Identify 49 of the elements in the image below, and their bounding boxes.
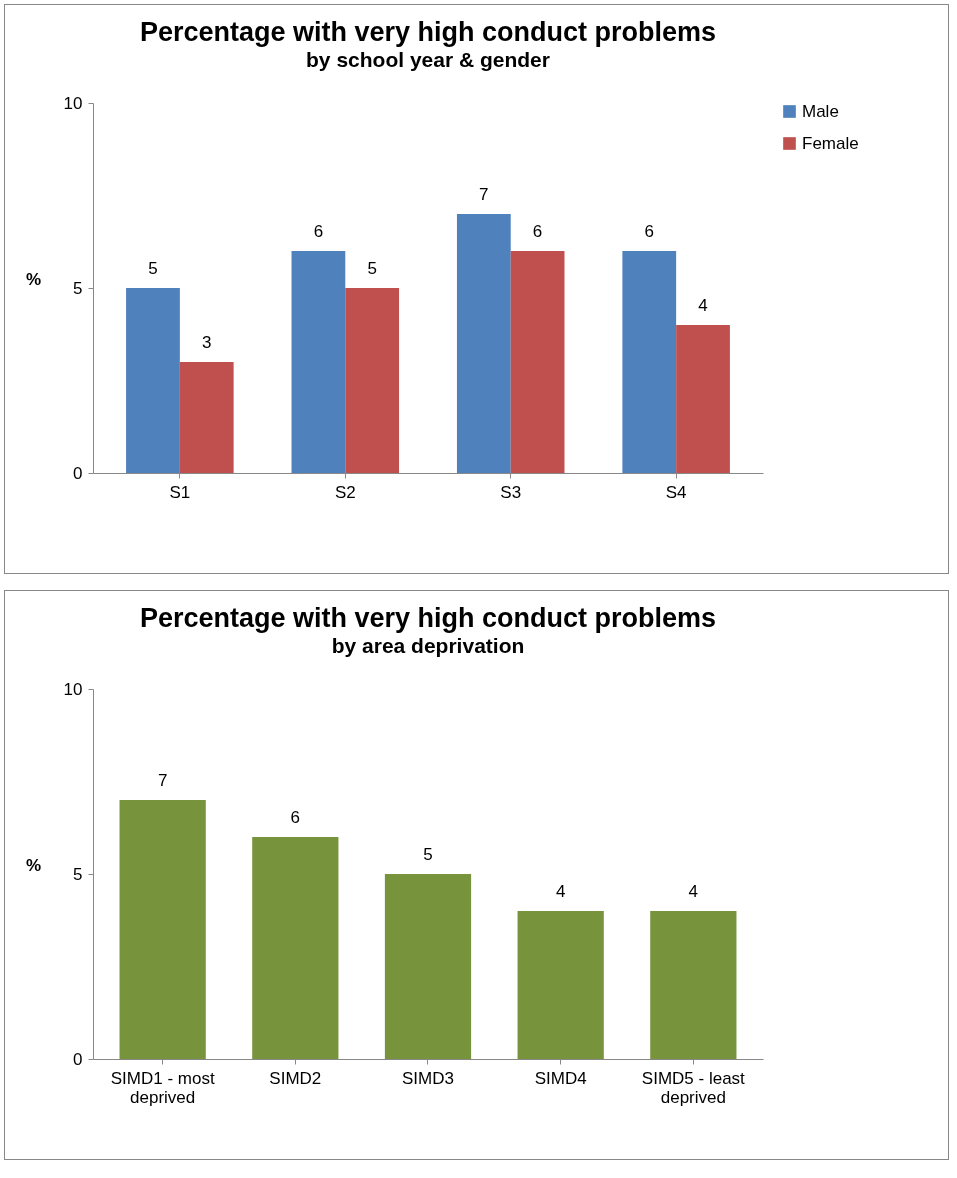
chart-title: Percentage with very high conduct problems [139, 603, 717, 633]
y-tick-label: 10 [63, 93, 83, 113]
y-axis-title: % [26, 269, 42, 289]
chart-subtitle: by area deprivation [331, 634, 525, 657]
legend-label: Female [802, 133, 859, 153]
bar [517, 911, 604, 1059]
bar [126, 288, 180, 473]
data-label: 4 [698, 296, 708, 315]
data-label: 6 [532, 222, 543, 241]
bar [119, 800, 206, 1059]
legend-label: Male [802, 101, 839, 121]
data-label: 5 [367, 259, 377, 278]
data-label: 7 [157, 771, 168, 790]
y-axis-title: % [26, 855, 42, 875]
data-label: 5 [148, 259, 158, 278]
y-tick-label: 5 [73, 864, 83, 884]
y-tick-label: 0 [73, 1049, 83, 1069]
x-tick-label: SIMD4 [534, 1068, 587, 1088]
data-label: 6 [290, 808, 301, 827]
bar [622, 251, 677, 473]
x-tick-label: SIMD2 [269, 1068, 322, 1088]
bar [384, 874, 472, 1059]
bar [291, 251, 346, 473]
x-tick-label: S2 [334, 482, 356, 502]
bar [252, 837, 339, 1059]
chart-subtitle: by school year & gender [306, 48, 550, 71]
data-label: 7 [479, 185, 489, 204]
bar [510, 251, 565, 473]
data-label: 4 [555, 882, 566, 901]
data-label: 6 [644, 222, 654, 241]
bar [345, 288, 400, 473]
bar [456, 214, 511, 473]
x-tick-label: S1 [169, 482, 191, 502]
data-label: 3 [202, 333, 212, 352]
data-label: 6 [313, 222, 324, 241]
y-tick-label: 0 [73, 463, 83, 483]
bar [676, 325, 730, 473]
data-label: 5 [423, 845, 433, 864]
y-tick-label: 10 [63, 679, 83, 699]
x-tick-label: S4 [665, 482, 687, 502]
x-tick-label: SIMD1 - most deprived [110, 1068, 215, 1107]
bar [179, 362, 234, 473]
bar [650, 911, 737, 1059]
x-tick-label: S3 [500, 482, 522, 502]
x-tick-label: SIMD5 - least deprived [641, 1068, 746, 1107]
chart-title: Percentage with very high conduct problems [139, 17, 717, 47]
y-tick-label: 5 [73, 278, 83, 298]
data-label: 4 [688, 882, 699, 901]
x-tick-label: SIMD3 [402, 1068, 454, 1088]
